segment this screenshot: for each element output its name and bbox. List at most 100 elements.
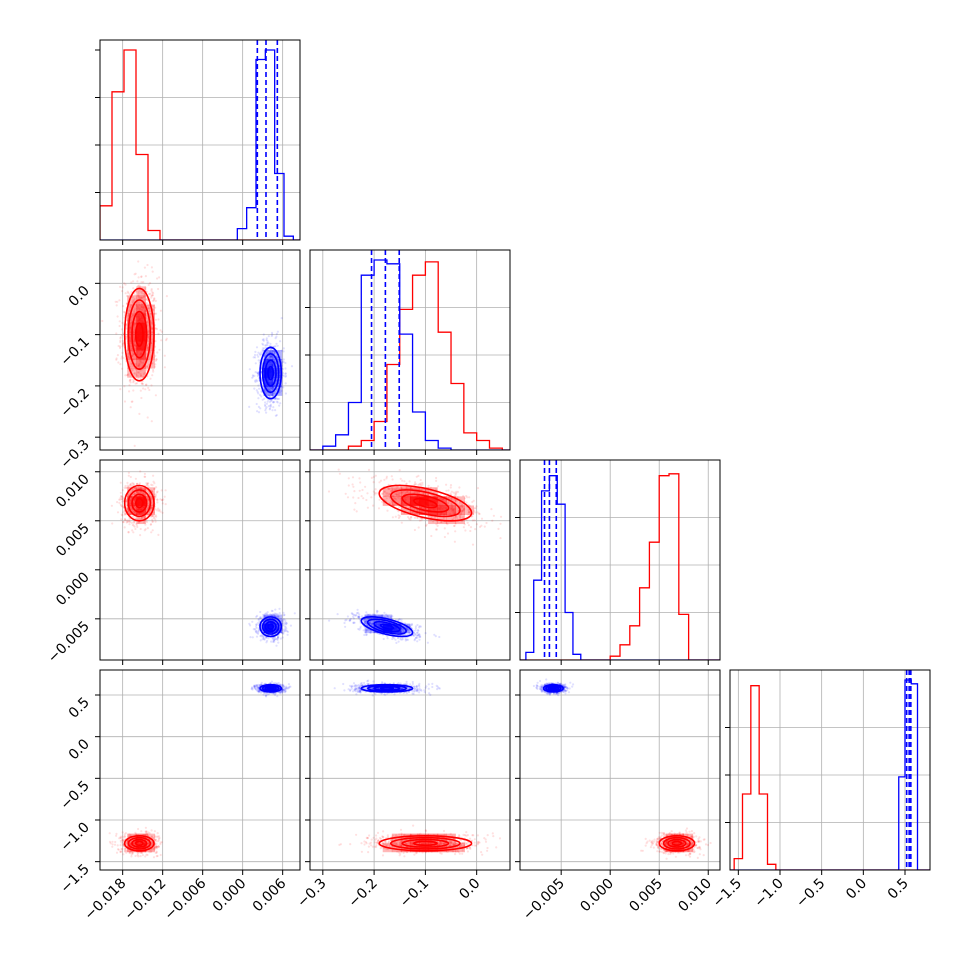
- point: [257, 359, 260, 362]
- point: [386, 637, 389, 640]
- point: [459, 516, 462, 519]
- point: [151, 338, 154, 341]
- point: [417, 474, 420, 477]
- point: [251, 636, 254, 639]
- point: [273, 636, 276, 639]
- point: [464, 529, 467, 532]
- point: [123, 311, 126, 314]
- point: [275, 400, 278, 403]
- point: [274, 337, 277, 340]
- point: [155, 491, 159, 494]
- point: [420, 488, 423, 491]
- point: [133, 311, 136, 314]
- point: [151, 270, 154, 273]
- point: [151, 374, 154, 377]
- point: [479, 525, 482, 529]
- point: [269, 356, 272, 359]
- point: [397, 640, 400, 643]
- point: [122, 342, 125, 345]
- point: [328, 619, 331, 622]
- point: [283, 622, 286, 625]
- point: [264, 612, 267, 615]
- point: [357, 611, 360, 615]
- point: [138, 289, 141, 292]
- point: [499, 537, 502, 540]
- point: [284, 374, 288, 377]
- point: [129, 304, 133, 307]
- panel-frame-2-0: [99, 459, 301, 661]
- point: [258, 352, 261, 355]
- point: [265, 351, 268, 354]
- point: [269, 355, 272, 358]
- point: [459, 516, 462, 519]
- point: [111, 840, 114, 843]
- point: [140, 396, 143, 400]
- point: [469, 529, 472, 533]
- point: [147, 332, 150, 335]
- point: [121, 514, 124, 517]
- point: [252, 356, 255, 359]
- point: [275, 332, 278, 335]
- point: [280, 619, 283, 623]
- point: [277, 384, 280, 388]
- point: [145, 320, 149, 323]
- point: [119, 363, 122, 366]
- point: [133, 297, 136, 301]
- point: [269, 355, 272, 358]
- point: [149, 309, 152, 312]
- point: [284, 372, 287, 375]
- point: [357, 496, 360, 500]
- point: [146, 498, 149, 501]
- histogram-blue-1: [310, 259, 510, 450]
- point: [132, 380, 135, 383]
- point: [284, 619, 287, 622]
- point: [362, 497, 365, 500]
- point: [271, 392, 274, 395]
- point: [272, 406, 275, 409]
- point: [121, 500, 124, 503]
- point: [155, 515, 158, 518]
- point: [350, 612, 353, 615]
- point: [161, 499, 164, 502]
- point: [267, 357, 270, 360]
- point: [377, 507, 381, 510]
- point: [378, 481, 381, 484]
- point: [156, 490, 159, 493]
- point: [133, 492, 136, 495]
- point: [268, 408, 271, 411]
- point: [270, 640, 273, 643]
- point: [285, 622, 288, 625]
- point: [467, 524, 470, 527]
- point: [140, 291, 143, 294]
- point: [281, 372, 285, 375]
- point: [151, 484, 154, 487]
- point: [274, 637, 277, 641]
- point: [386, 492, 389, 495]
- point: [413, 483, 416, 486]
- point: [386, 509, 389, 512]
- point: [410, 516, 413, 519]
- point: [389, 499, 393, 502]
- point: [130, 400, 133, 403]
- point: [257, 630, 260, 633]
- point: [126, 373, 129, 377]
- point: [259, 610, 262, 614]
- point: [125, 324, 128, 327]
- point: [424, 489, 427, 492]
- point: [475, 505, 478, 508]
- point: [256, 380, 259, 383]
- point: [141, 382, 144, 385]
- point: [255, 623, 258, 626]
- point: [271, 350, 274, 353]
- point: [137, 521, 140, 524]
- point: [150, 531, 153, 534]
- point: [263, 638, 266, 641]
- point: [128, 293, 131, 296]
- point: [272, 392, 275, 395]
- point: [251, 374, 254, 377]
- point: [473, 507, 476, 510]
- point: [257, 355, 260, 358]
- point: [269, 350, 272, 353]
- point: [414, 625, 417, 628]
- point: [147, 386, 150, 389]
